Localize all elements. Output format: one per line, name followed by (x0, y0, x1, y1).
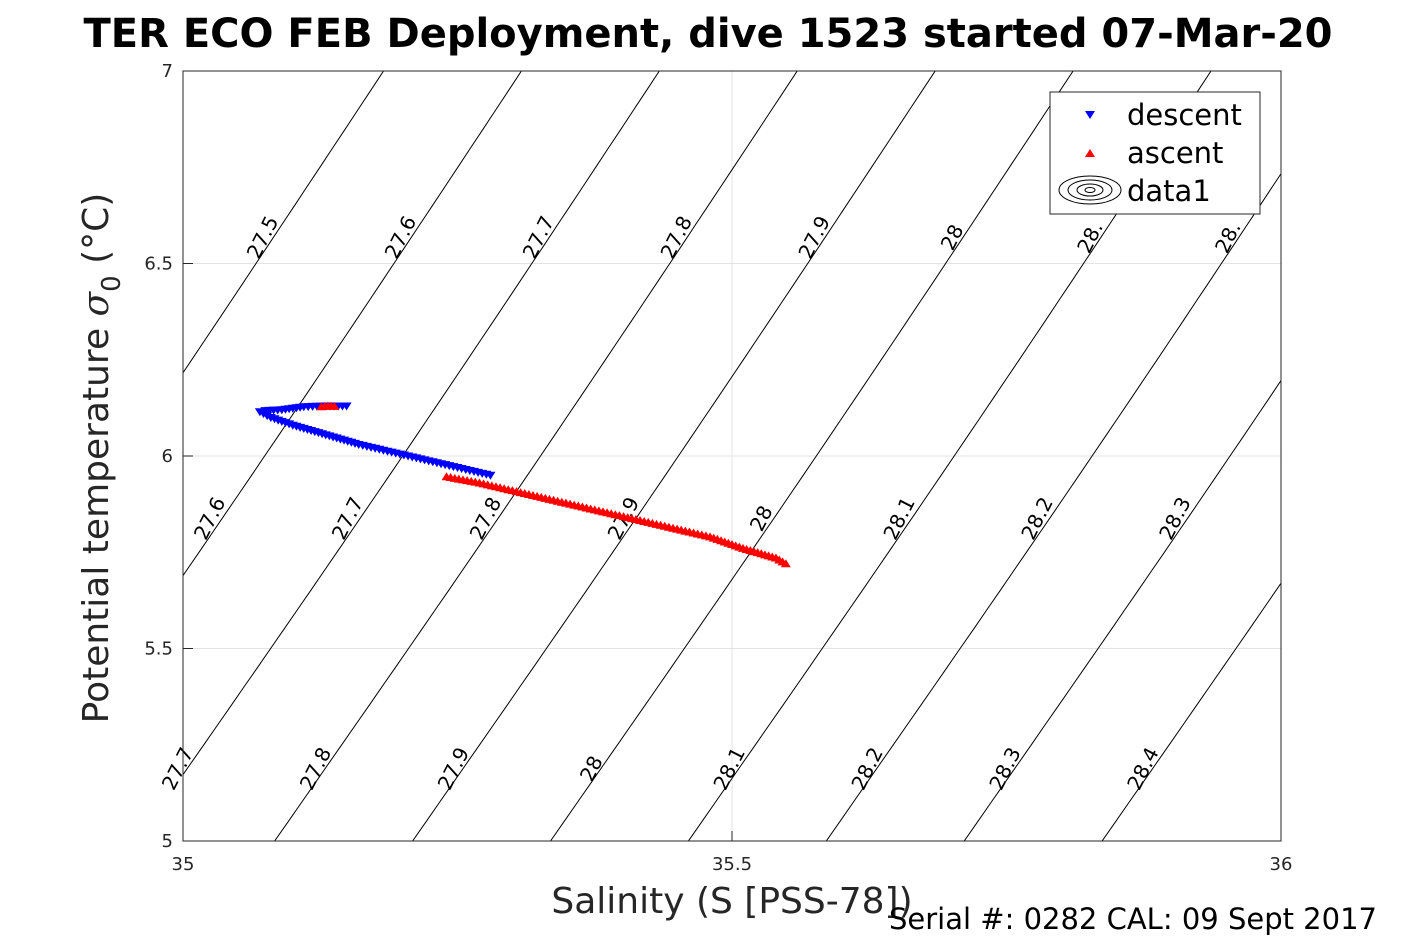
y-axis-label-unit: (°C) (76, 193, 117, 276)
contour-line (825, 172, 1281, 841)
y-tick-label: 6 (162, 446, 173, 467)
y-tick-label: 6.5 (144, 254, 173, 275)
footer-serial-cal: Serial #: 0282 CAL: 09 Sept 2017 (889, 902, 1377, 936)
data-point-descent (485, 471, 496, 480)
contour-line (963, 379, 1281, 841)
y-axis: 5 5.5 6 6.5 7 (144, 61, 193, 852)
x-tick-label: 35.5 (712, 854, 752, 875)
y-tick-label: 5.5 (144, 639, 173, 660)
legend: descent ascent data1 (1049, 91, 1261, 215)
chart-title: TER ECO FEB Deployment, dive 1523 starte… (83, 11, 1332, 57)
x-axis-label: Salinity (S [PSS-78]) (551, 881, 912, 922)
legend-data1-label: data1 (1127, 174, 1211, 208)
y-tick-label: 7 (162, 61, 173, 82)
data-point-ascent (780, 559, 791, 568)
y-axis-label: Potential temperature σ0 (°C) (76, 193, 127, 724)
legend-descent-label: descent (1127, 98, 1242, 132)
legend-ascent-marker (1085, 149, 1095, 157)
data-points (254, 401, 791, 568)
legend-box (1049, 91, 1261, 215)
legend-data1-marker (1058, 175, 1122, 205)
x-tick-label: 36 (1270, 854, 1293, 875)
contour-line (1101, 582, 1281, 841)
contour-line (411, 71, 936, 841)
grid-lines (183, 71, 1281, 841)
y-axis-label-sigma: σ (76, 290, 117, 316)
x-axis: 35 35.5 36 (172, 831, 1293, 875)
legend-descent-marker (1085, 111, 1095, 119)
contour-line (183, 71, 385, 374)
y-tick-label: 5 (162, 831, 173, 852)
data-point-ascent-top (329, 401, 340, 410)
y-axis-label-main: Potential temperature (76, 316, 117, 723)
contour-line (183, 71, 523, 577)
contour-line (549, 71, 1074, 841)
y-axis-label-sub: 0 (97, 275, 127, 292)
legend-ascent-label: ascent (1127, 136, 1223, 170)
contour-line (273, 71, 798, 841)
x-tick-label: 35 (172, 854, 195, 875)
